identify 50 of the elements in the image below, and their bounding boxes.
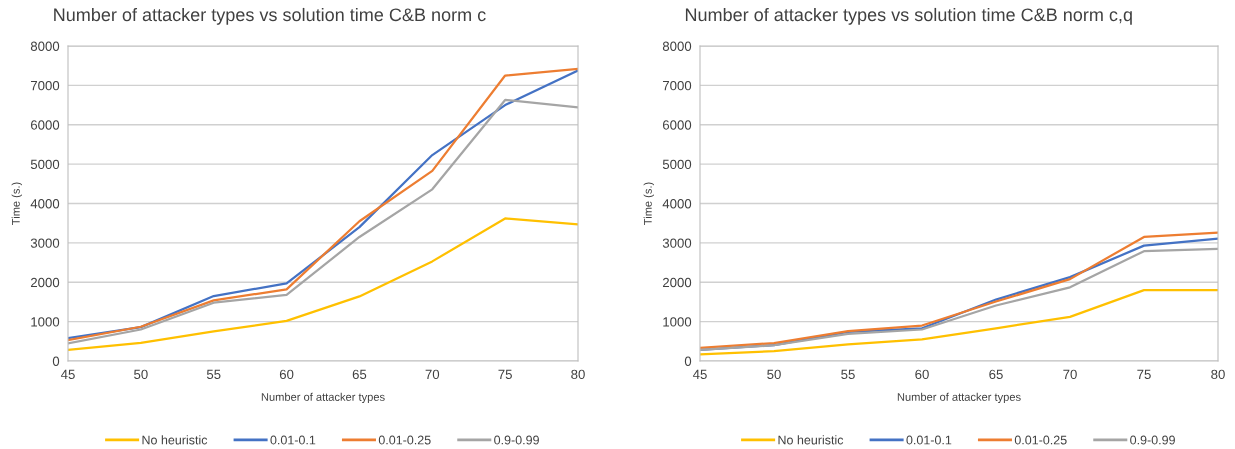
x-tick-label: 80 [1211, 369, 1225, 380]
y-tick-label: 3000 [662, 238, 692, 248]
legend-label: 0.01-0.25 [378, 435, 431, 445]
y-axis-title: Time (s.) [11, 182, 22, 225]
y-tick-label: 4000 [30, 199, 60, 209]
x-tick-label: 60 [279, 369, 294, 380]
y-tick-label: 2000 [30, 277, 60, 288]
y-tick-label: 6000 [662, 120, 692, 130]
x-tick-label: 50 [767, 369, 781, 380]
y-tick-label: 4000 [662, 199, 692, 209]
x-tick-label: 45 [692, 369, 707, 380]
y-tick-label: 5000 [662, 159, 692, 170]
y-tick-label: 0 [52, 356, 60, 366]
x-tick-label: 65 [989, 369, 1003, 380]
y-tick-label: 7000 [30, 80, 60, 91]
x-tick-label: 65 [352, 369, 367, 380]
x-axis-title: Number of attacker types [897, 392, 1021, 404]
x-tick-label: 70 [1063, 369, 1077, 380]
legend-label: 0.9-0.99 [494, 435, 539, 445]
y-tick-label: 5000 [30, 159, 60, 170]
x-tick-label: 45 [60, 369, 75, 380]
legend-label: 0.01-0.25 [1014, 435, 1067, 445]
x-tick-label: 50 [134, 369, 148, 380]
legend-label: 0.9-0.99 [1130, 435, 1175, 445]
x-tick-label: 80 [571, 369, 585, 380]
x-axis-title: Number of attacker types [261, 392, 385, 404]
x-tick-label: 55 [841, 369, 855, 380]
x-tick-label: 55 [206, 369, 221, 380]
y-tick-label: 2000 [662, 277, 692, 288]
line-series [700, 289, 1218, 356]
legend-label: 0.01-0.1 [906, 435, 952, 445]
x-tick-label: 75 [498, 369, 512, 380]
y-tick-label: 3000 [30, 238, 60, 248]
x-tick-label: 70 [425, 369, 440, 380]
chart-title: Number of attacker types vs solution time C&B norm c,q [685, 7, 1132, 25]
x-tick-label: 75 [1137, 369, 1151, 380]
y-tick-label: 1000 [663, 317, 692, 327]
legend-label: No heuristic [778, 435, 844, 445]
line-series [68, 217, 578, 352]
legend-label: No heuristic [142, 435, 208, 445]
y-tick-label: 7000 [662, 80, 692, 91]
y-axis-title: Time (s.) [643, 182, 654, 225]
y-tick-label: 1000 [31, 317, 60, 327]
y-tick-label: 0 [684, 356, 692, 366]
y-tick-label: 8000 [662, 41, 692, 51]
chart-title: Number of attacker types vs solution time C&B norm c [54, 7, 486, 25]
legend-label: 0.01-0.1 [270, 435, 316, 445]
x-tick-label: 60 [915, 369, 929, 380]
y-tick-label: 6000 [30, 120, 60, 130]
y-tick-label: 8000 [30, 41, 60, 51]
